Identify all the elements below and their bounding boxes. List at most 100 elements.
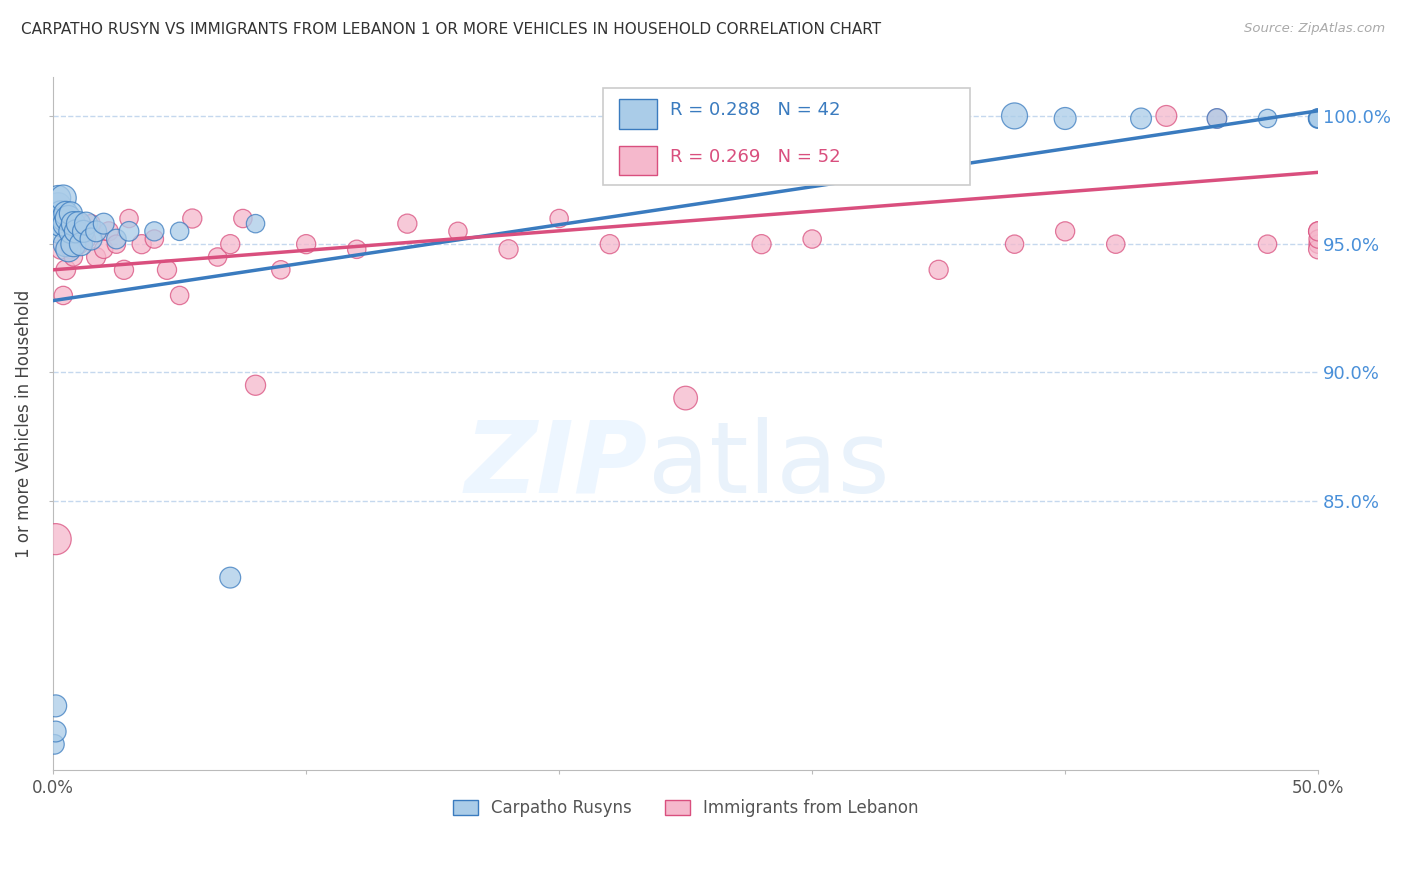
Point (75, 232, 97, 246)
Point (46, 199, 69, 213)
Point (80, 232, 103, 246)
Point (49, 217, 72, 231)
Point (548, 211, 571, 226)
Point (97, 224, 120, 238)
Point (58, 211, 80, 226)
Point (143, 232, 166, 246)
Text: Source: ZipAtlas.com: Source: ZipAtlas.com (1244, 22, 1385, 36)
Point (55, 237, 77, 252)
Point (1308, 112, 1330, 126)
Point (55, 262, 77, 277)
Point (118, 211, 141, 226)
Point (1308, 112, 1330, 126)
Point (1206, 112, 1229, 126)
Y-axis label: 1 or more Vehicles in Household: 1 or more Vehicles in Household (15, 290, 32, 558)
Point (49, 242, 72, 256)
Point (928, 262, 950, 277)
Point (169, 288, 191, 302)
Point (181, 211, 204, 226)
Point (498, 242, 520, 256)
Point (52, 211, 75, 226)
Text: ZIP: ZIP (465, 417, 648, 514)
Text: atlas: atlas (648, 417, 890, 514)
Point (70, 237, 93, 252)
Point (1257, 112, 1279, 126)
Point (67, 217, 90, 231)
Point (1308, 112, 1330, 126)
Point (59, 206, 82, 220)
Point (80, 217, 103, 231)
Point (1054, 224, 1077, 238)
Point (75, 217, 97, 231)
Point (52, 288, 75, 302)
Point (346, 242, 368, 256)
Point (105, 237, 128, 252)
Point (169, 224, 191, 238)
Point (59, 224, 82, 238)
Point (1308, 232, 1330, 246)
Point (58, 232, 80, 246)
Point (396, 217, 419, 231)
Text: CARPATHO RUSYN VS IMMIGRANTS FROM LEBANON 1 OR MORE VEHICLES IN HOUSEHOLD CORREL: CARPATHO RUSYN VS IMMIGRANTS FROM LEBANO… (21, 22, 882, 37)
Point (93, 217, 115, 231)
Point (1308, 242, 1330, 256)
Point (52, 191, 75, 205)
Point (156, 262, 179, 277)
Point (55, 217, 77, 231)
Point (45, 724, 67, 739)
Point (1054, 112, 1077, 126)
Point (72, 224, 94, 238)
Point (59, 242, 82, 256)
Point (46, 191, 69, 205)
Point (46, 211, 69, 226)
Bar (619, 146, 657, 175)
Point (70, 217, 93, 231)
Point (84, 250, 107, 264)
Point (675, 391, 697, 405)
Point (1308, 237, 1330, 252)
Point (1004, 237, 1026, 252)
Point (44, 737, 66, 751)
Point (62, 217, 84, 231)
Point (245, 378, 267, 392)
Legend: Carpatho Rusyns, Immigrants from Lebanon: Carpatho Rusyns, Immigrants from Lebanon (446, 793, 925, 824)
Point (118, 224, 141, 238)
Point (1308, 224, 1330, 238)
Point (93, 242, 115, 256)
Point (62, 250, 84, 264)
Point (65, 224, 87, 238)
Point (48, 224, 70, 238)
Point (55, 206, 77, 220)
Point (1156, 109, 1178, 123)
Point (219, 237, 242, 252)
Point (1105, 237, 1128, 252)
Point (270, 262, 292, 277)
Point (72, 224, 94, 238)
Point (112, 262, 135, 277)
Point (65, 224, 87, 238)
Point (45, 217, 67, 231)
Point (84, 224, 107, 238)
Point (599, 237, 621, 252)
Point (447, 224, 470, 238)
Point (1257, 237, 1279, 252)
Point (45, 698, 67, 713)
Text: R = 0.288   N = 42: R = 0.288 N = 42 (671, 101, 841, 120)
Bar (619, 100, 657, 128)
Point (131, 237, 153, 252)
Point (801, 232, 824, 246)
Point (62, 237, 84, 252)
Point (105, 232, 128, 246)
Point (143, 224, 166, 238)
Text: R = 0.269   N = 52: R = 0.269 N = 52 (671, 148, 841, 166)
FancyBboxPatch shape (603, 87, 970, 185)
Point (1004, 109, 1026, 123)
Point (67, 237, 90, 252)
Point (58, 242, 80, 256)
Point (49, 206, 72, 220)
Point (1206, 112, 1229, 126)
Point (1130, 112, 1153, 126)
Point (1308, 224, 1330, 238)
Point (295, 237, 318, 252)
Point (207, 250, 229, 264)
